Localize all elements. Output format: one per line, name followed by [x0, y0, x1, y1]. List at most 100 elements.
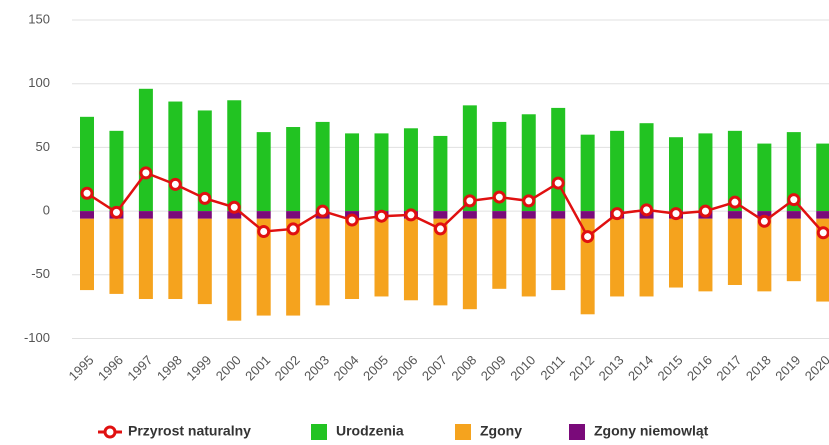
legend-item: Zgony niemowląt	[569, 423, 709, 440]
x-tick-label: 2011	[537, 352, 567, 382]
bar	[757, 218, 772, 292]
bar	[403, 218, 418, 301]
legend-label: Zgony	[480, 423, 522, 439]
bar	[727, 211, 742, 219]
x-tick-label: 1999	[183, 352, 214, 383]
line-marker	[551, 176, 565, 190]
bar	[286, 127, 301, 212]
bar	[197, 110, 212, 212]
bar	[168, 101, 183, 212]
line-marker	[198, 191, 212, 205]
bar	[698, 218, 713, 292]
bar	[433, 135, 448, 212]
line-marker	[757, 214, 771, 228]
bar	[138, 218, 153, 300]
bar	[551, 211, 566, 219]
legend-swatch	[311, 424, 327, 440]
bar	[315, 121, 330, 212]
line-marker	[492, 190, 506, 204]
legend-item: Urodzenia	[311, 423, 404, 440]
x-tick-label: 2016	[684, 352, 715, 383]
x-tick-label: 2019	[772, 352, 803, 383]
y-tick-label: 150	[28, 11, 50, 26]
bar	[580, 134, 595, 212]
line-marker	[316, 204, 330, 218]
line-marker	[816, 226, 829, 240]
x-tick-label: 2006	[389, 352, 420, 383]
line-marker	[109, 205, 123, 219]
bar	[138, 211, 153, 219]
line-marker	[610, 207, 624, 221]
bar	[580, 218, 595, 315]
bar	[462, 211, 477, 219]
x-tick-label: 2012	[566, 352, 597, 383]
bar	[197, 211, 212, 219]
bar	[816, 218, 829, 302]
bar	[374, 218, 389, 297]
bar	[138, 88, 153, 212]
bar	[639, 218, 654, 297]
bar	[256, 218, 271, 316]
bar	[345, 133, 360, 212]
x-tick-label: 1996	[95, 352, 126, 383]
bar	[109, 218, 124, 294]
bar	[521, 211, 536, 219]
x-tick-label: 2003	[301, 352, 332, 383]
bar	[521, 218, 536, 297]
line-marker	[581, 230, 595, 244]
legend-item: Przyrost naturalny	[98, 423, 251, 439]
legend-item: Zgony	[455, 423, 522, 440]
bar	[462, 105, 477, 212]
line-marker	[168, 177, 182, 191]
bar	[698, 133, 713, 212]
x-tick-label: 2008	[448, 352, 479, 383]
bar	[80, 211, 94, 219]
bar	[80, 116, 94, 212]
x-tick-label: 1997	[124, 352, 155, 383]
line-marker	[345, 213, 359, 227]
bar	[521, 114, 536, 212]
x-tick-label: 2007	[419, 352, 450, 383]
line-marker	[640, 203, 654, 217]
bar	[286, 218, 301, 316]
x-tick-label: 2004	[331, 352, 362, 383]
bar	[227, 218, 242, 321]
bar	[374, 133, 389, 212]
line-marker	[433, 222, 447, 236]
line-marker	[787, 193, 801, 207]
bar	[727, 130, 742, 212]
bar	[639, 123, 654, 212]
line-marker	[257, 224, 271, 238]
bar	[168, 211, 183, 219]
x-tick-label: 2013	[596, 352, 627, 383]
bar	[492, 218, 507, 289]
bar	[757, 143, 772, 212]
bar	[610, 218, 625, 297]
legend-label: Urodzenia	[336, 423, 404, 439]
bar	[786, 132, 801, 212]
line-marker	[463, 194, 477, 208]
bar	[168, 218, 183, 300]
line-marker	[80, 186, 94, 200]
x-tick-label: 2017	[713, 352, 744, 383]
y-tick-label: -100	[24, 330, 50, 345]
line-marker	[286, 222, 300, 236]
legend-swatch	[455, 424, 471, 440]
bar	[727, 218, 742, 285]
line-marker	[375, 209, 388, 223]
line-marker	[227, 200, 241, 214]
y-tick-label: 100	[28, 75, 50, 90]
bar	[345, 218, 360, 300]
y-tick-label: 50	[36, 139, 50, 154]
bar	[315, 218, 330, 306]
line-marker	[404, 208, 418, 222]
x-tick-label: 2005	[360, 352, 391, 383]
bar	[610, 130, 625, 212]
bar	[580, 211, 595, 219]
bar	[197, 218, 212, 305]
legend-swatch	[569, 424, 585, 440]
x-tick-label: 2000	[213, 352, 244, 383]
line-marker	[522, 194, 536, 208]
x-tick-label: 2001	[242, 352, 273, 383]
